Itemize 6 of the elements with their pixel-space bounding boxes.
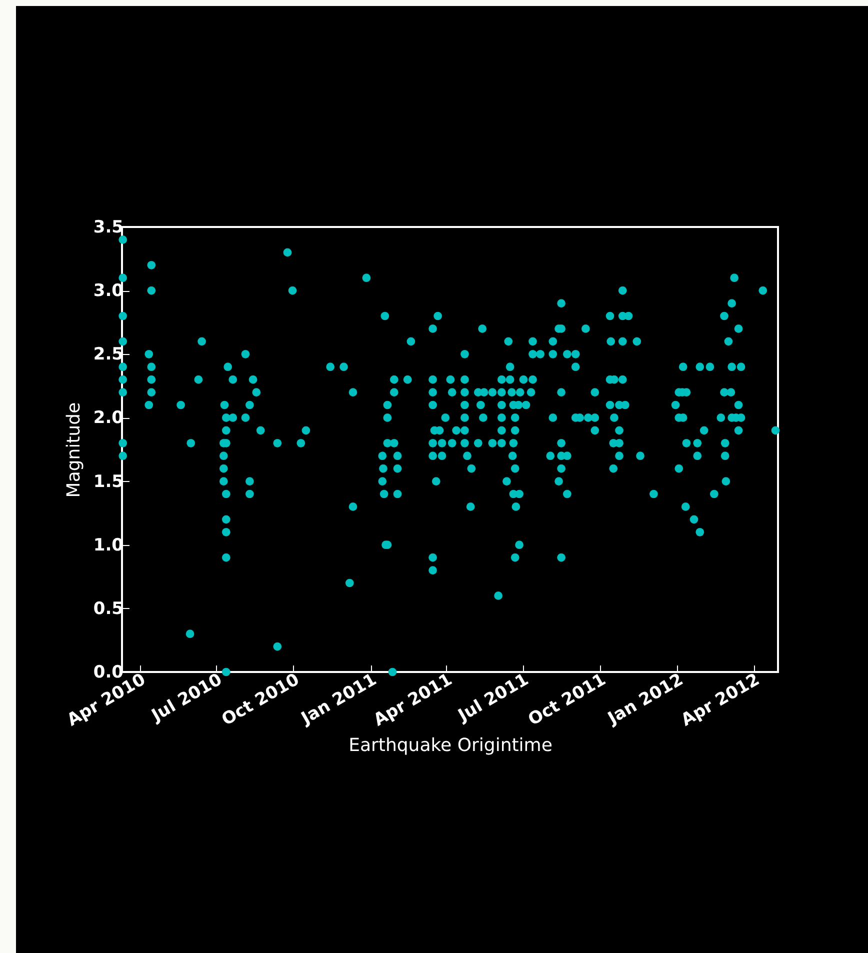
y-tick-label: 1.5 — [93, 472, 124, 492]
y-tick-label: 2.5 — [93, 344, 124, 365]
y-tick-label: 3.5 — [93, 218, 124, 238]
y-axis-title: Magnitude — [63, 402, 84, 498]
y-tick-label: 0.5 — [93, 598, 124, 619]
x-axis-title: Earthquake Origintime — [348, 734, 552, 756]
